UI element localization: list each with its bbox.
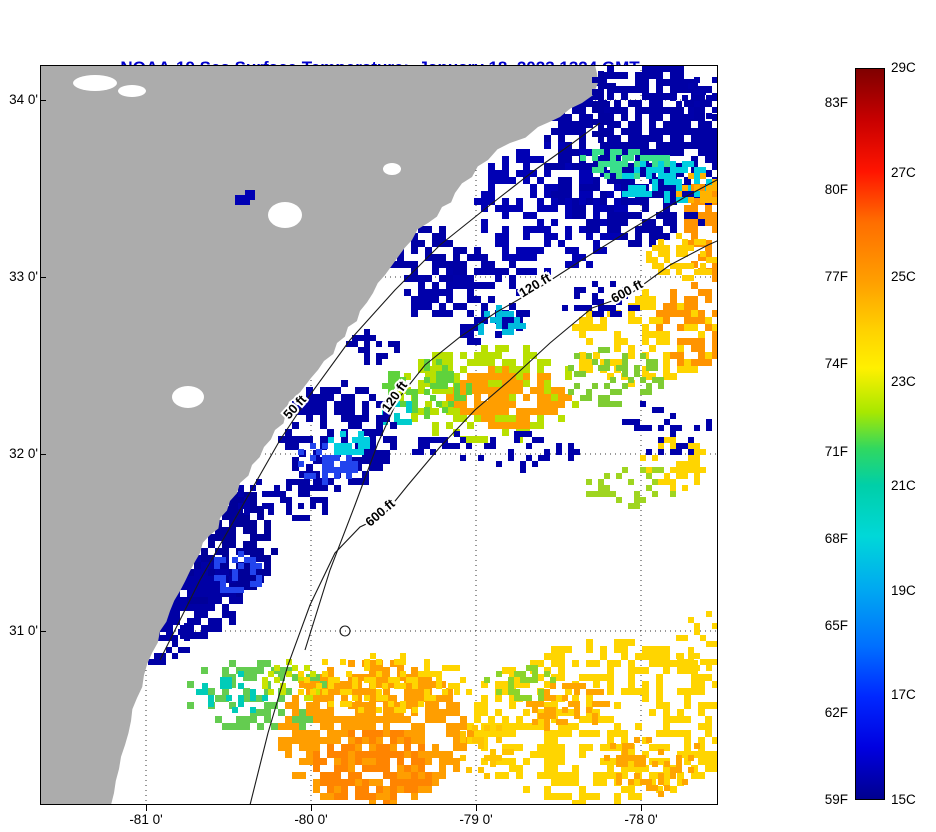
colorbar bbox=[855, 68, 885, 800]
y-tick-label: 33 0' bbox=[9, 269, 38, 284]
cloud-patch bbox=[118, 85, 146, 97]
x-tick-label: -81 0' bbox=[129, 812, 163, 827]
y-tick-label: 34 0' bbox=[9, 92, 38, 107]
y-tick-mark bbox=[40, 100, 46, 101]
colorbar-c-label: 15C bbox=[891, 792, 916, 807]
colorbar-f-label: 62F bbox=[824, 705, 848, 720]
colorbar-c-label: 27C bbox=[891, 165, 916, 180]
cloud-patch bbox=[73, 75, 117, 91]
colorbar-c-label: 17C bbox=[891, 687, 916, 702]
depth-contour-lines bbox=[159, 122, 718, 805]
y-tick-label: 31 0' bbox=[9, 623, 38, 638]
x-tick-mark bbox=[476, 805, 477, 811]
sst-data-layer bbox=[130, 65, 718, 805]
colorbar-f-label: 83F bbox=[824, 95, 848, 110]
colorbar-c-label: 19C bbox=[891, 583, 916, 598]
x-tick-label: -79 0' bbox=[459, 812, 493, 827]
contour-circle bbox=[339, 625, 351, 637]
colorbar-f-label: 71F bbox=[824, 444, 848, 459]
y-tick-mark bbox=[40, 454, 46, 455]
land-mass bbox=[40, 65, 598, 805]
x-tick-mark bbox=[641, 805, 642, 811]
y-tick-mark bbox=[40, 631, 46, 632]
colorbar-f-label: 65F bbox=[824, 618, 848, 633]
cloud-patch bbox=[172, 386, 204, 408]
cloud-patch bbox=[268, 202, 302, 228]
coastal-data-layer bbox=[235, 71, 616, 205]
cloud-patch bbox=[383, 163, 401, 175]
colorbar-c-label: 21C bbox=[891, 478, 916, 493]
colorbar-c-label: 29C bbox=[891, 60, 916, 75]
y-tick-mark bbox=[40, 277, 46, 278]
colorbar-f-label: 59F bbox=[824, 792, 848, 807]
x-tick-mark bbox=[311, 805, 312, 811]
x-tick-mark bbox=[146, 805, 147, 811]
plot-border bbox=[40, 65, 718, 805]
colorbar-f-label: 68F bbox=[824, 531, 848, 546]
colorbar-f-label: 80F bbox=[824, 182, 848, 197]
colorbar-c-label: 23C bbox=[891, 374, 916, 389]
colorbar-c-label: 25C bbox=[891, 269, 916, 284]
colorbar-f-label: 74F bbox=[824, 356, 848, 371]
x-tick-label: -80 0' bbox=[294, 812, 328, 827]
x-tick-label: -78 0' bbox=[624, 812, 658, 827]
y-tick-label: 32 0' bbox=[9, 446, 38, 461]
colorbar-f-label: 77F bbox=[824, 269, 848, 284]
